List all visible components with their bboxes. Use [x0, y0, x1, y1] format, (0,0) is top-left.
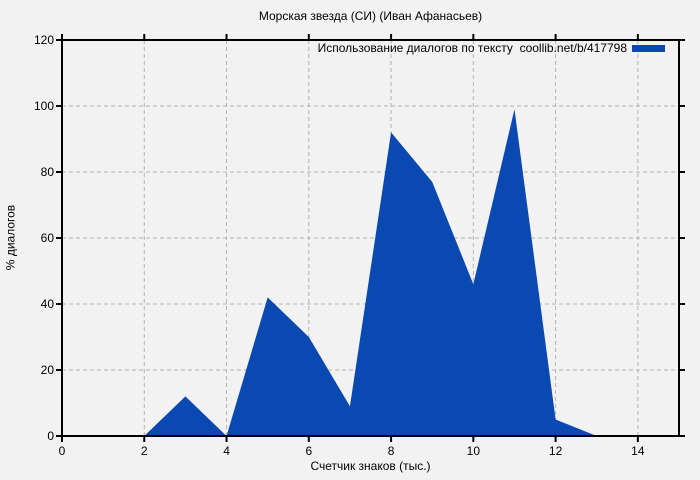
y-tick-label: 20 — [40, 363, 54, 377]
x-tick-label: 6 — [305, 444, 313, 458]
y-tick-label: 80 — [40, 165, 54, 179]
chart-title: Морская звезда (СИ) (Иван Афанасьев) — [258, 9, 483, 23]
x-tick-label: 8 — [387, 444, 395, 458]
legend-swatch — [632, 44, 665, 52]
area-series — [62, 109, 597, 437]
y-tick-label: 120 — [33, 33, 54, 47]
legend: Использование диалогов по тексту coollib… — [318, 41, 665, 55]
y-tick-label: 100 — [33, 99, 54, 113]
x-tick-label: 10 — [466, 444, 480, 458]
y-tick-label: 0 — [47, 429, 54, 443]
x-tick-label: 12 — [548, 444, 563, 458]
y-axis-title: % диалогов — [3, 204, 18, 271]
y-tick-label: 40 — [40, 297, 54, 311]
x-tick-label: 2 — [140, 444, 148, 458]
x-tick-label: 14 — [631, 444, 645, 458]
y-tick-label: 60 — [40, 231, 54, 245]
x-tick-label: 0 — [58, 444, 66, 458]
x-axis-title: Счетчик знаков (тыс.) — [310, 459, 431, 473]
x-tick-label: 4 — [223, 444, 230, 458]
legend-label: Использование диалогов по тексту coollib… — [317, 41, 627, 55]
